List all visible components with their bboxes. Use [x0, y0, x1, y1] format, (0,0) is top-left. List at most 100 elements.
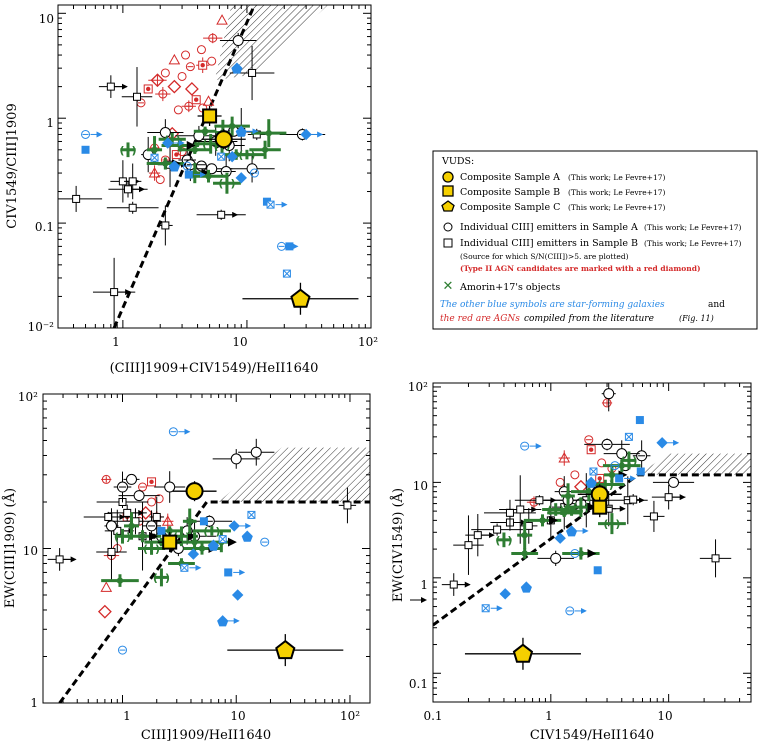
composite-A-marker — [185, 482, 204, 501]
legend-red-note-3: (Fig. 11) — [679, 314, 714, 323]
legend-compB-label: Composite Sample B — [460, 187, 560, 198]
sampleB-point — [505, 508, 514, 517]
legend-indivA-marker — [443, 222, 453, 232]
red-point — [558, 451, 571, 463]
red-point — [181, 50, 191, 60]
red-point-core — [588, 447, 594, 452]
blue-point — [593, 566, 602, 575]
blue-point-cross — [482, 604, 490, 612]
green-point-label: (•) — [114, 530, 131, 543]
legend-indivB-note: (Source for which S/N(CIII])>5. are plot… — [460, 252, 629, 261]
red-point-core — [174, 152, 179, 157]
blue-point — [610, 461, 620, 471]
legend-compA-ref: (This work; Le Fevre+17) — [568, 173, 665, 182]
sampleB-point — [128, 203, 137, 212]
sampleB-point — [516, 505, 525, 514]
red-point — [177, 71, 187, 81]
blue-point — [207, 539, 219, 551]
red-point — [161, 515, 174, 526]
plot-area: (•)(•)(•)(•)(•)(•) — [433, 383, 751, 670]
legend-indivB-marker — [443, 238, 453, 248]
legend-compA-marker — [442, 171, 454, 183]
blue-point-cross — [217, 153, 225, 161]
red-point — [168, 53, 181, 65]
red-point — [148, 167, 161, 178]
green-point-label: (•) — [603, 518, 620, 531]
plot-area: (•) (•) (•) (•) (•) — [47, 427, 370, 703]
legend-blue-and: and — [708, 300, 725, 310]
sampleA-point — [603, 388, 615, 400]
p1-xlabel: (CIII]1909+CIV1549)/HeII1640 — [110, 361, 319, 376]
green-point — [539, 517, 546, 524]
blue-point-cross — [248, 511, 255, 519]
sampleA-point — [668, 476, 680, 488]
blue-point — [656, 437, 668, 449]
hatched-region — [218, 447, 370, 502]
sampleB-point — [72, 194, 81, 203]
red-point — [196, 45, 206, 55]
red-point-core — [597, 476, 602, 481]
sampleB-point — [524, 521, 533, 530]
legend-indivB-ref: (This work; Le Fevre+17) — [644, 239, 741, 248]
blue-point-cross — [219, 535, 227, 543]
green-point-label: (•) — [572, 501, 589, 514]
sampleB-point — [248, 68, 257, 77]
blue-point-cross — [625, 433, 633, 441]
legend-header: VUDS: — [441, 156, 474, 167]
sampleB-point — [449, 580, 458, 589]
blue-point — [224, 568, 233, 577]
blue-point — [81, 145, 90, 154]
green-point — [585, 488, 592, 495]
composite-B-marker — [162, 534, 178, 550]
blue-point — [554, 532, 566, 544]
blue-point — [241, 530, 253, 542]
blue-point — [235, 125, 247, 137]
blue-point — [184, 170, 193, 179]
p3-xtick-10: 10 — [657, 709, 672, 723]
green-point-label: (•) — [495, 534, 512, 547]
plot-area: (•)(•)(•)(•)(•)(•) — [58, 5, 359, 328]
green-point — [198, 545, 206, 552]
sampleB-point — [343, 501, 352, 510]
blue-point — [285, 242, 294, 251]
legend-amorin-marker: ✕ — [443, 279, 454, 294]
sampleB-point — [123, 508, 132, 517]
p1-ytick-10: 10 — [39, 12, 54, 26]
p3-xlabel: CIV1549/HeII1640 — [530, 728, 654, 743]
blue-point — [249, 168, 259, 178]
legend-compB-ref: (This work; Le Fevre+17) — [568, 188, 665, 197]
red-point-core — [149, 479, 154, 485]
composite-C-marker — [512, 643, 534, 663]
blue-point — [226, 150, 238, 163]
green-point — [608, 471, 616, 479]
sampleB-point — [104, 512, 113, 521]
blue-point — [168, 160, 180, 172]
legend-red-note: the red are AGNs — [440, 314, 520, 324]
panel-bottom-left: (•) (•) (•) (•) (•) 1 10 10² 1 10 10² CIII]1… — [2, 390, 371, 743]
panel-top-left-frame — [57, 4, 372, 329]
green-point — [205, 172, 212, 180]
demarcation-line — [58, 500, 370, 703]
red-point — [597, 458, 607, 468]
red-point — [184, 82, 199, 96]
p2-xtick-100: 10² — [340, 709, 360, 723]
sampleB-point — [711, 554, 720, 563]
green-point-label: (•) — [119, 144, 136, 157]
green-point — [228, 122, 236, 130]
hatched-region — [638, 453, 751, 475]
green-point-label: (•) — [203, 525, 220, 538]
green-point — [564, 492, 572, 500]
blue-point — [499, 588, 511, 600]
blue-point-cross — [267, 201, 274, 208]
red-point — [138, 482, 148, 492]
blue-point-cross — [151, 154, 158, 162]
composite-B-marker — [202, 108, 218, 124]
sampleB-point — [55, 555, 64, 564]
legend-compC-label: Composite Sample C — [460, 202, 560, 213]
legend-agn-note: (Type II AGN candidates are marked with … — [460, 264, 701, 273]
sampleB-point — [124, 185, 133, 194]
hatched-region — [214, 5, 328, 81]
legend-indivB-label: Individual CIII] emitters in Sample B — [460, 238, 638, 249]
blue-point-cross — [283, 270, 291, 277]
